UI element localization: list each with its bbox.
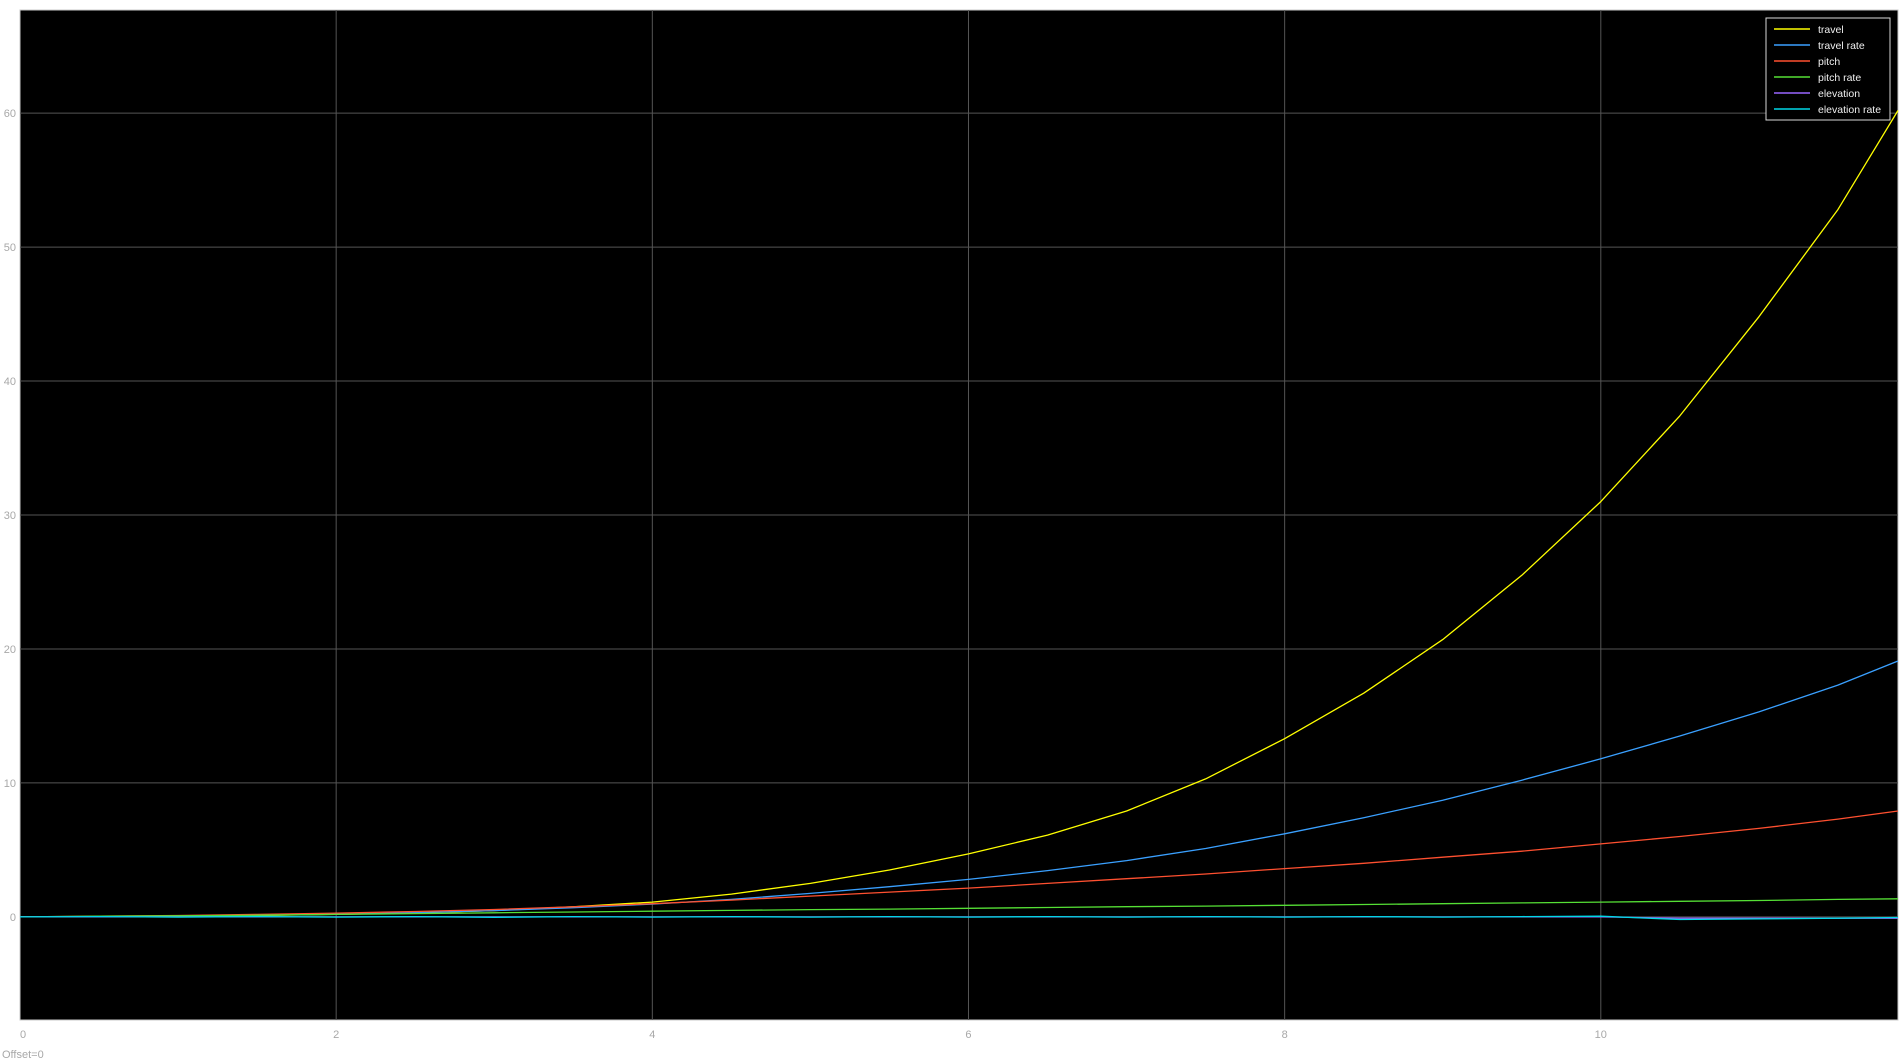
x-tick-label: 0 <box>20 1029 26 1041</box>
y-tick-label: 40 <box>4 376 16 388</box>
y-tick-label: 20 <box>4 644 16 656</box>
legend-label: pitch rate <box>1818 72 1861 84</box>
y-tick-label: 50 <box>4 242 16 254</box>
legend-label: travel rate <box>1818 40 1865 52</box>
x-tick-label: 6 <box>965 1029 971 1041</box>
legend-label: elevation rate <box>1818 104 1881 116</box>
legend-label: pitch <box>1818 56 1840 68</box>
legend-item-elevation[interactable]: elevation <box>1774 88 1860 100</box>
y-tick-label: 60 <box>4 108 16 120</box>
series-line-pitch <box>19 810 1899 918</box>
series-lines <box>19 110 1899 921</box>
x-tick-label: 10 <box>1595 1029 1607 1041</box>
legend-item-elevation-rate[interactable]: elevation rate <box>1774 104 1881 116</box>
tick-labels: 0 2 4 6 8 10 0 10 20 30 40 50 60 <box>4 108 1607 1041</box>
y-tick-label: 0 <box>10 912 16 924</box>
y-tick-label: 30 <box>4 510 16 522</box>
legend-item-travel-rate[interactable]: travel rate <box>1774 40 1865 52</box>
x-tick-label: 2 <box>333 1029 339 1041</box>
y-tick-label: 10 <box>4 778 16 790</box>
legend-label: travel <box>1818 24 1844 36</box>
legend-label: elevation <box>1818 88 1860 100</box>
series-line-elevation-rate <box>19 915 1899 921</box>
legend[interactable]: travel travel rate pitch pitch rate elevatio… <box>1765 17 1891 121</box>
legend-item-pitch-rate[interactable]: pitch rate <box>1774 72 1861 84</box>
offset-label: Offset=0 <box>2 1049 44 1059</box>
legend-box <box>1765 17 1891 121</box>
legend-item-pitch[interactable]: pitch <box>1774 56 1840 68</box>
series-line-pitch-rate <box>19 898 1899 918</box>
x-tick-label: 8 <box>1282 1029 1288 1041</box>
legend-item-travel[interactable]: travel <box>1774 24 1844 36</box>
x-tick-label: 4 <box>649 1029 655 1041</box>
